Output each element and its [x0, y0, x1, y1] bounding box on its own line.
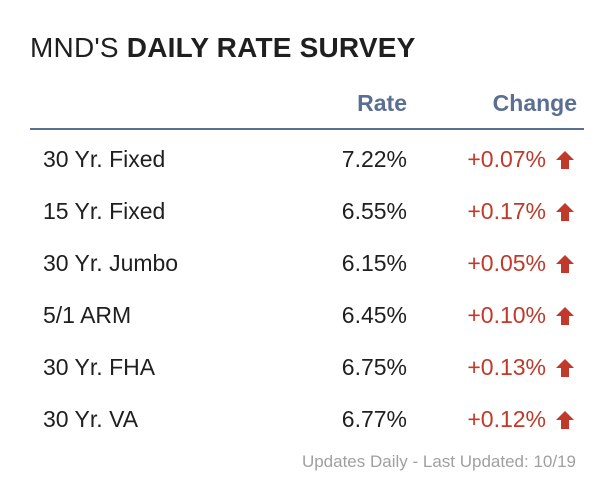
- up-arrow-icon: [554, 201, 576, 223]
- up-arrow-icon: [554, 149, 576, 171]
- up-arrow-icon: [554, 305, 576, 327]
- table-row[interactable]: 30 Yr. FHA 6.75% +0.13%: [0, 348, 596, 400]
- rate-value: 6.15%: [341, 250, 407, 276]
- loan-type: 30 Yr. Jumbo: [43, 250, 179, 276]
- column-header-rate: Rate: [357, 90, 407, 116]
- rate-table: 30 Yr. Fixed 7.22% +0.07% 15 Yr. Fixed 6…: [0, 140, 596, 452]
- table-row[interactable]: 15 Yr. Fixed 6.55% +0.17%: [0, 192, 596, 244]
- change-value: +0.07%: [467, 146, 546, 172]
- loan-type: 15 Yr. Fixed: [43, 198, 166, 224]
- change-value: +0.17%: [467, 198, 546, 224]
- up-arrow-icon: [554, 409, 576, 431]
- rate-value: 6.55%: [341, 198, 407, 224]
- change-value: +0.05%: [467, 250, 546, 276]
- change-value: +0.12%: [467, 406, 546, 432]
- table-row[interactable]: 30 Yr. Jumbo 6.15% +0.05%: [0, 244, 596, 296]
- rate-value: 6.77%: [341, 406, 407, 432]
- widget-title: MND'S DAILY RATE SURVEY: [30, 32, 415, 64]
- header-divider: [30, 128, 584, 130]
- table-row[interactable]: 5/1 ARM 6.45% +0.10%: [0, 296, 596, 348]
- table-row[interactable]: 30 Yr. VA 6.77% +0.12%: [0, 400, 596, 452]
- title-prefix: MND'S: [30, 32, 119, 63]
- loan-type: 5/1 ARM: [43, 302, 132, 328]
- rate-value: 7.22%: [341, 146, 407, 172]
- change-value: +0.10%: [467, 302, 546, 328]
- rate-value: 6.75%: [341, 354, 407, 380]
- loan-type: 30 Yr. VA: [43, 406, 139, 432]
- table-row[interactable]: 30 Yr. Fixed 7.22% +0.07%: [0, 140, 596, 192]
- title-main: DAILY RATE SURVEY: [126, 32, 416, 63]
- up-arrow-icon: [554, 253, 576, 275]
- up-arrow-icon: [554, 357, 576, 379]
- last-updated-note: Updates Daily - Last Updated: 10/19: [301, 452, 576, 471]
- change-value: +0.13%: [467, 354, 546, 380]
- loan-type: 30 Yr. FHA: [43, 354, 156, 380]
- loan-type: 30 Yr. Fixed: [43, 146, 166, 172]
- rate-value: 6.45%: [341, 302, 407, 328]
- column-header-change: Change: [492, 90, 577, 116]
